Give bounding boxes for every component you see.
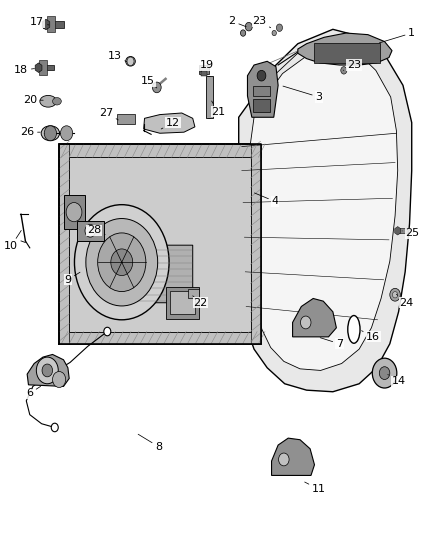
Text: 23: 23 — [252, 17, 271, 28]
Text: 24: 24 — [396, 294, 413, 308]
Circle shape — [66, 203, 82, 222]
Circle shape — [152, 82, 161, 93]
Ellipse shape — [348, 316, 360, 343]
Text: 27: 27 — [99, 108, 118, 120]
Text: 1: 1 — [379, 28, 415, 43]
Text: 23: 23 — [343, 60, 361, 70]
Text: 15: 15 — [141, 76, 157, 88]
Circle shape — [85, 224, 95, 237]
Polygon shape — [166, 287, 199, 319]
Bar — [64, 195, 85, 229]
Text: 2: 2 — [229, 17, 246, 27]
Circle shape — [257, 70, 266, 81]
Polygon shape — [27, 354, 69, 386]
Text: 19: 19 — [200, 60, 214, 72]
Polygon shape — [59, 144, 261, 157]
Circle shape — [279, 453, 289, 466]
Text: 4: 4 — [254, 193, 279, 206]
Bar — [201, 71, 207, 76]
Bar — [170, 291, 195, 314]
Circle shape — [245, 22, 252, 31]
Bar — [39, 60, 47, 75]
Circle shape — [379, 367, 390, 379]
Text: 16: 16 — [362, 330, 380, 342]
Circle shape — [36, 357, 58, 384]
Text: 7: 7 — [320, 338, 343, 349]
Ellipse shape — [41, 126, 60, 141]
Circle shape — [42, 364, 53, 377]
Circle shape — [392, 292, 398, 298]
Text: 21: 21 — [211, 101, 225, 117]
Bar — [199, 65, 209, 74]
Text: 13: 13 — [108, 51, 127, 62]
Bar — [77, 221, 104, 241]
Polygon shape — [59, 144, 261, 344]
Text: 17: 17 — [30, 18, 49, 27]
Polygon shape — [298, 33, 392, 65]
Text: 14: 14 — [388, 375, 406, 386]
Circle shape — [272, 30, 276, 36]
Circle shape — [74, 205, 169, 320]
Polygon shape — [272, 438, 314, 475]
Bar — [47, 16, 55, 32]
Bar — [396, 228, 407, 233]
Text: 12: 12 — [161, 118, 180, 129]
Circle shape — [390, 288, 400, 301]
Circle shape — [276, 24, 283, 31]
Text: 11: 11 — [305, 482, 326, 494]
Bar — [36, 65, 54, 70]
Text: 26: 26 — [20, 127, 40, 137]
Text: 8: 8 — [138, 434, 162, 451]
Bar — [206, 76, 213, 118]
Polygon shape — [314, 43, 380, 63]
PathPatch shape — [239, 29, 412, 392]
Circle shape — [127, 57, 134, 66]
Text: 6: 6 — [26, 386, 41, 398]
Circle shape — [341, 67, 347, 74]
Bar — [188, 289, 199, 298]
Circle shape — [51, 423, 58, 432]
Circle shape — [111, 249, 133, 276]
Bar — [253, 99, 270, 112]
Polygon shape — [59, 144, 69, 344]
Circle shape — [372, 358, 397, 388]
Bar — [43, 21, 64, 28]
Polygon shape — [144, 113, 195, 133]
Circle shape — [300, 316, 311, 329]
Text: 25: 25 — [402, 229, 420, 238]
Ellipse shape — [126, 56, 135, 66]
Circle shape — [240, 30, 246, 36]
Circle shape — [98, 233, 146, 292]
Ellipse shape — [53, 98, 61, 105]
Circle shape — [60, 126, 73, 141]
Circle shape — [44, 126, 57, 141]
Text: 28: 28 — [87, 225, 105, 235]
Text: 22: 22 — [193, 296, 208, 308]
Polygon shape — [69, 157, 251, 332]
PathPatch shape — [250, 47, 398, 370]
Polygon shape — [136, 245, 193, 303]
Ellipse shape — [40, 95, 57, 107]
Polygon shape — [247, 61, 278, 117]
Text: 18: 18 — [14, 66, 35, 75]
Circle shape — [104, 327, 111, 336]
Text: 9: 9 — [64, 272, 80, 285]
Text: 3: 3 — [283, 86, 322, 102]
Bar — [253, 86, 270, 96]
Polygon shape — [59, 332, 261, 344]
Polygon shape — [251, 144, 261, 344]
Polygon shape — [293, 298, 336, 337]
Circle shape — [53, 372, 66, 387]
Bar — [117, 114, 135, 124]
Circle shape — [86, 219, 158, 306]
Text: 10: 10 — [4, 230, 21, 251]
Text: 20: 20 — [23, 95, 43, 105]
